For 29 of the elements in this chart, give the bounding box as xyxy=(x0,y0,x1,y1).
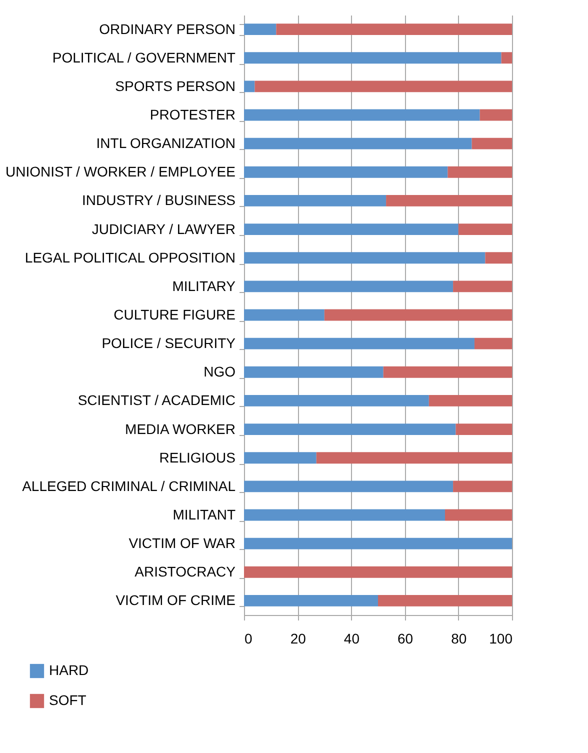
legend-label: HARD xyxy=(49,662,89,678)
legend-label: SOFT xyxy=(49,692,87,708)
y-tick-label: MEDIA WORKER xyxy=(125,420,236,437)
y-tick-label: RELIGIOUS xyxy=(159,449,236,466)
y-tick-label: MILITARY xyxy=(172,278,236,294)
y-tick-label: INTL ORGANIZATION xyxy=(96,135,236,152)
y-tick-label: INDUSTRY / BUSINESS xyxy=(82,192,236,208)
y-tick-label: POLITICAL / GOVERNMENT xyxy=(52,49,236,66)
x-tick-label: 100 xyxy=(489,630,513,646)
x-tick-label: 0 xyxy=(244,630,252,646)
y-tick-label: SCIENTIST / ACADEMIC xyxy=(78,392,236,408)
y-tick-label: CULTURE FIGURE xyxy=(114,306,236,322)
y-tick-label: ORDINARY PERSON xyxy=(99,20,236,37)
y-tick-label: MILITANT xyxy=(172,506,236,522)
y-tick-label: JUDICIARY / LAWYER xyxy=(92,220,236,237)
y-tick-label: LEGAL POLITICAL OPPOSITION xyxy=(24,249,236,266)
x-tick-label: 60 xyxy=(398,630,414,646)
y-tick-label: SPORTS PERSON xyxy=(115,78,236,94)
x-tick-label: 80 xyxy=(451,630,467,646)
y-tick-label: ALLEGED CRIMINAL / CRIMINAL xyxy=(22,478,236,494)
y-tick-label: VICTIM OF CRIME xyxy=(116,592,236,608)
y-tick-label: VICTIM OF WAR xyxy=(128,535,236,552)
x-tick-label: 20 xyxy=(290,630,306,646)
y-tick-label: NGO xyxy=(204,364,236,380)
y-tick-label: PROTESTER xyxy=(150,106,236,122)
y-tick-label: ARISTOCRACY xyxy=(134,564,236,580)
x-tick-label: 40 xyxy=(344,630,360,646)
y-tick-label: UNIONIST / WORKER / EMPLOYEE xyxy=(5,164,236,180)
y-tick-label: POLICE / SECURITY xyxy=(102,335,236,352)
